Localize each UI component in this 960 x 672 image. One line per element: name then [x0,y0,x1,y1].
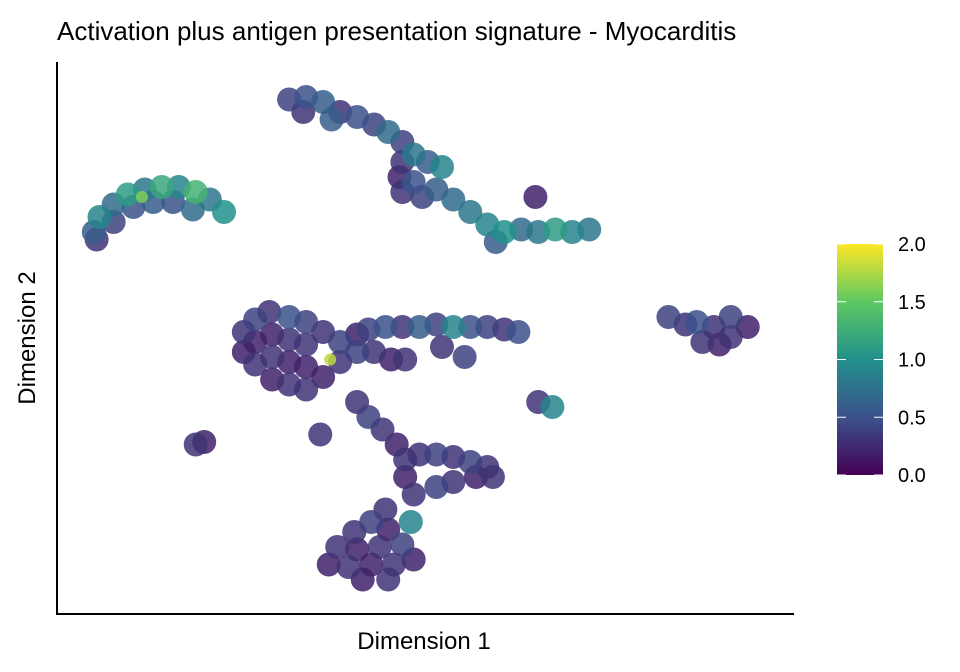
chart-title: Activation plus antigen presentation sig… [57,16,736,46]
data-point [429,335,454,359]
colorbar-tick-label: 1.5 [898,292,926,314]
data-point [401,482,426,507]
data-point [135,191,148,203]
data-point [393,347,418,372]
data-point [540,395,565,419]
data-point [480,465,505,489]
data-point [458,450,483,474]
data-point [458,200,483,224]
data-point [684,310,709,334]
data-point [294,332,319,357]
data-point [407,442,432,467]
data-point [183,180,208,204]
data-point [243,307,268,332]
data-point [492,220,517,244]
data-point [149,175,174,199]
data-point [543,217,568,242]
colorbar-tick-label: 2.0 [898,234,926,256]
data-point [308,422,333,447]
data-point [376,120,401,144]
data-point [367,535,392,559]
colorbar-tick-label: 1.0 [898,350,926,372]
data-point [373,315,398,339]
data-point [390,532,415,557]
data-point [390,315,415,339]
data-point [183,432,208,457]
data-point [376,567,401,592]
data-point [359,510,384,534]
data-point [401,142,426,167]
data-point [506,320,531,344]
data-point [277,305,302,329]
data-point [356,405,381,429]
data-point [115,182,140,207]
data-point [311,365,336,389]
colorbar-ticks: 0.0 0.5 1.0 1.5 2.0 [837,234,926,487]
colorbar-tick-label: 0.0 [898,465,926,487]
y-axis-label: Dimension 2 [14,271,41,404]
data-point [362,340,387,364]
data-point [260,345,285,369]
data-point [324,353,337,366]
data-point [475,315,500,339]
data-point [523,185,548,209]
data-point [718,325,743,349]
data-point [319,107,344,132]
data-point [718,305,743,329]
x-axis-label: Dimension 1 [357,628,490,655]
data-point [407,315,432,339]
data-point [429,155,454,179]
data-point [656,305,681,329]
data-point [401,170,426,194]
data-point [398,510,423,534]
data-point [336,555,361,579]
data-point [441,315,466,339]
data-point [424,442,449,467]
data-point [212,200,237,224]
data-point [294,377,319,402]
data-point [424,475,449,499]
points-layer [81,85,760,592]
data-point [441,187,466,212]
data-point [458,315,483,339]
data-point [325,535,350,559]
data-point [452,345,477,369]
colorbar-tick-label: 0.5 [898,407,926,429]
data-point [345,340,370,364]
data-point [87,205,112,229]
data-point [345,105,370,129]
